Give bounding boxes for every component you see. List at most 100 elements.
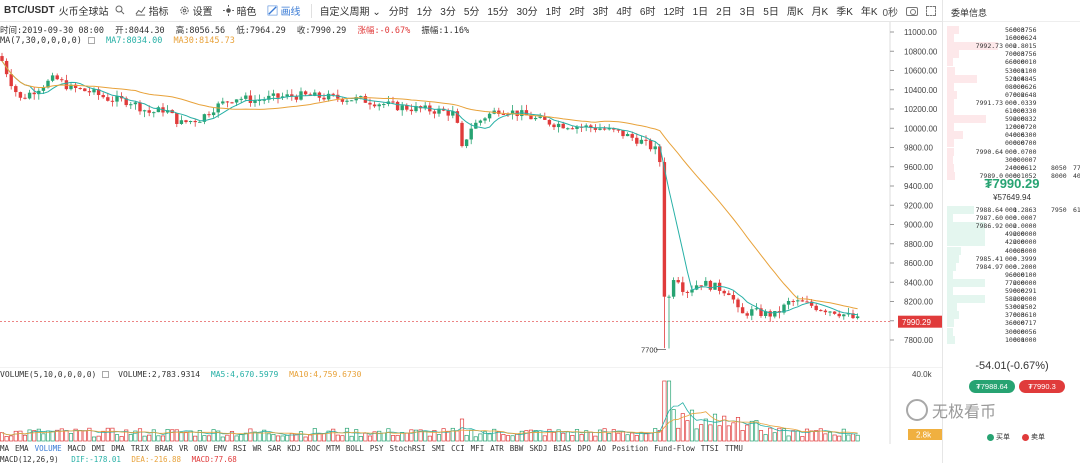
indicator-tab[interactable]: OBV [193, 444, 208, 453]
ask-row[interactable]: 59000 2.0832 [947, 115, 1079, 124]
ask-row[interactable]: 7992.73 000 2.8015 [947, 42, 1079, 51]
bid-row[interactable]: 30000 0.0056 [947, 327, 1079, 336]
indicator-tab[interactable]: StochRSI [389, 444, 426, 453]
indicator-tab[interactable]: ATR [490, 444, 504, 453]
indicator-tab[interactable]: VR [178, 444, 188, 453]
indicator-tab[interactable]: CCI [451, 444, 465, 453]
bid-row[interactable]: 53000 0.2502 [947, 303, 1079, 312]
indicator-button[interactable]: 指标 [135, 3, 169, 18]
period-tab[interactable]: 年K [860, 7, 878, 18]
indicator-tab[interactable]: ROC [306, 444, 321, 453]
ask-row[interactable]: 66000 0.0010 [947, 58, 1079, 67]
indicator-tab[interactable]: Position [612, 444, 649, 453]
indicator-tab[interactable]: AO [596, 444, 607, 453]
period-tab[interactable]: 分时 [388, 7, 409, 18]
camera-icon[interactable] [906, 6, 918, 16]
bid-row[interactable]: 10000 0.1000 [947, 335, 1079, 344]
theme-button[interactable]: 暗色 [222, 3, 257, 18]
volume-toggle-checkbox[interactable] [102, 371, 110, 378]
ask-row[interactable]: 3000 0.0007 [947, 155, 1079, 164]
bid-row[interactable]: 77000 2.0000 [947, 278, 1079, 287]
bid-row[interactable]: 49000 2.0000 [947, 230, 1079, 239]
period-tab[interactable]: 30分 [516, 7, 538, 18]
period-tab[interactable]: 季K [836, 7, 853, 18]
ask-row[interactable]: 7989.00000 8000 40. 0.1052 [947, 171, 1080, 180]
ask-row[interactable]: 00000 0.0700 [947, 139, 1079, 148]
period-tab[interactable]: 1分 [416, 7, 433, 18]
ma-toggle-checkbox[interactable] [87, 37, 95, 44]
period-tab[interactable]: 2时 [569, 7, 585, 18]
bid-row[interactable]: 96000 0.0100 [947, 270, 1079, 279]
ask-row[interactable]: 08000 0.0626 [947, 82, 1079, 91]
ask-row[interactable]: 7991.73 000 0.0339 [947, 98, 1079, 107]
sell-price-button[interactable]: ₮7990.3 [1019, 380, 1065, 393]
bid-row[interactable]: 59000 0.0291 [947, 287, 1079, 295]
bid-row[interactable]: 7986.92 000 2.0000 [947, 222, 1079, 231]
indicator-tab[interactable]: RSI [233, 444, 247, 453]
indicator-tab[interactable]: DMA [111, 444, 125, 453]
ask-row[interactable]: 53000 0.1100 [947, 66, 1079, 75]
indicator-tab[interactable]: TTSI [700, 444, 719, 453]
settings-button[interactable]: 设置 [179, 3, 213, 18]
period-tab[interactable]: 12时 [663, 7, 685, 18]
bid-row[interactable]: 36000 0.0717 [947, 319, 1079, 328]
fullscreen-icon[interactable] [926, 6, 936, 16]
indicator-tab[interactable]: KDJ [287, 444, 301, 453]
period-tab[interactable]: 3日 [739, 7, 756, 18]
indicator-tab[interactable]: TRIX [130, 444, 149, 453]
custom-period-select[interactable]: 自定义周期 ⌄ [316, 3, 385, 18]
period-tab[interactable]: 月K [811, 7, 829, 18]
period-tab[interactable]: 3分 [440, 7, 456, 18]
indicator-tab[interactable]: MFI [470, 444, 485, 453]
period-tab[interactable]: 周K [786, 7, 804, 18]
ask-row[interactable]: 12000 0.0720 [947, 123, 1079, 132]
ask-row[interactable]: 7990.64 000 0.0700 [947, 147, 1079, 156]
indicator-tab[interactable]: BOLL [345, 444, 364, 453]
bid-row[interactable]: 42000 2.0000 [947, 238, 1079, 247]
candlestick-chart[interactable]: 11000.00 10800.00 10600.00 10400.00 10200.00… [0, 22, 942, 367]
period-tab[interactable]: 6时 [639, 7, 656, 18]
ask-row[interactable]: 07000 0.2648 [947, 90, 1079, 99]
indicator-tab[interactable]: VOLUME [34, 444, 62, 453]
ask-row[interactable]: 24000 8050 77. 0.0612 [947, 163, 1080, 172]
period-tab[interactable]: 1日 [692, 7, 709, 18]
symbol-label[interactable]: BTC/USDT [4, 5, 55, 16]
ask-row[interactable]: 52000 1.4845 [947, 74, 1079, 83]
indicator-tab[interactable]: EMV [213, 444, 228, 453]
search-icon[interactable] [115, 5, 125, 17]
indicator-tab[interactable]: MA [0, 444, 10, 453]
volume-chart[interactable]: 40.0k 2.8k [0, 367, 942, 444]
indicator-tab[interactable]: MTM [326, 444, 340, 453]
ask-row[interactable]: 70000 0.3756 [947, 50, 1079, 59]
indicator-tab[interactable]: MACD [67, 444, 86, 453]
indicator-tab[interactable]: TTMU [724, 444, 743, 453]
indicator-tab[interactable]: WR [252, 444, 262, 453]
bid-row[interactable]: 7985.41 000 0.3999 [947, 254, 1079, 263]
indicator-tab[interactable]: DMI [91, 444, 106, 453]
indicator-tab[interactable]: SKDJ [529, 444, 548, 453]
indicator-tab[interactable]: BBW [509, 444, 524, 453]
indicator-tab[interactable]: Fund-Flow [654, 444, 695, 453]
indicator-tab[interactable]: DPO [577, 444, 591, 453]
ask-row[interactable]: 04000 0.6300 [947, 131, 1079, 140]
indicator-tab[interactable]: SAR [267, 444, 282, 453]
period-tab[interactable]: 15分 [487, 7, 509, 18]
bid-row[interactable]: 7987.60 000 0.0007 [947, 214, 1079, 223]
ask-row[interactable]: 61000 0.0330 [947, 107, 1079, 115]
bid-row[interactable]: 58000 2.0000 [947, 295, 1079, 304]
bid-row[interactable]: 40000 0.5000 [947, 246, 1079, 255]
ask-row[interactable]: 56000 0.3756 [947, 26, 1079, 34]
period-tab[interactable]: 2日 [716, 7, 732, 18]
indicator-tab[interactable]: BIAS [553, 444, 572, 453]
ask-row[interactable]: 16000 0.0624 [947, 34, 1079, 43]
indicator-tab[interactable]: PSY [369, 444, 384, 453]
period-tab[interactable]: 5分 [463, 7, 480, 18]
period-tab[interactable]: 5日 [763, 7, 779, 18]
period-tab[interactable]: 3时 [592, 7, 609, 18]
bid-row[interactable]: 7984.97 000 0.2000 [947, 262, 1079, 271]
indicator-tab[interactable]: EMA [15, 444, 29, 453]
indicator-tab[interactable]: SMI [431, 444, 446, 453]
draw-line-button[interactable]: 画线 [267, 3, 301, 18]
indicator-tab[interactable]: BRAR [154, 444, 173, 453]
